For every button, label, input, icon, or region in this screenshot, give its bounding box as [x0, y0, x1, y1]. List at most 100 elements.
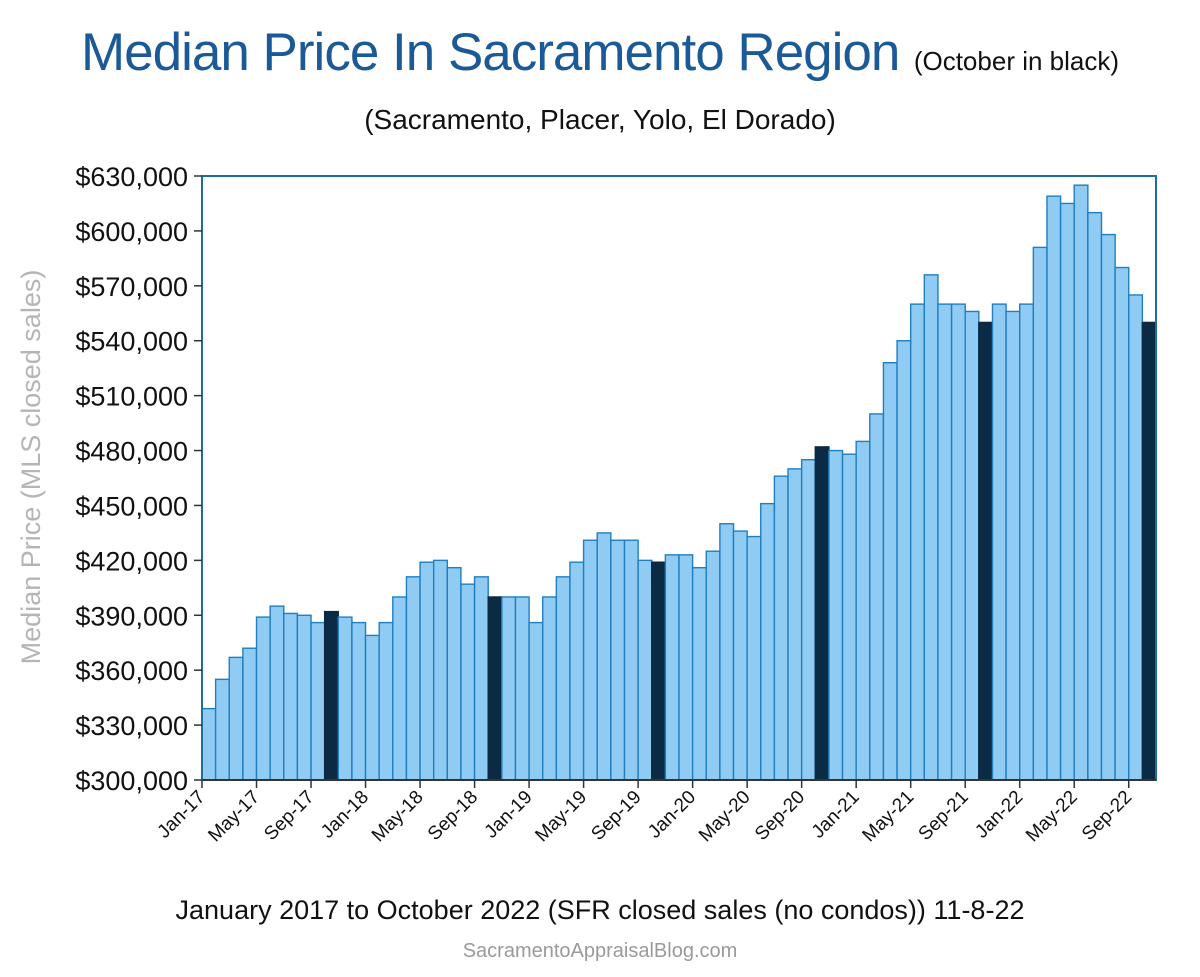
bar-october: [978, 321, 994, 781]
bar: [746, 535, 762, 781]
bars-group: [201, 184, 1157, 781]
bar: [896, 340, 912, 781]
bar: [269, 605, 285, 781]
source-credit: SacramentoAppraisalBlog.com: [462, 940, 738, 962]
bar: [419, 561, 435, 781]
y-tick-label: $630,000: [75, 162, 188, 192]
bar: [569, 561, 585, 781]
bar: [1100, 233, 1116, 781]
x-axis-ticks: Jan-17May-17Sep-17Jan-18May-18Sep-18Jan-…: [154, 780, 1136, 847]
x-tick-label: May-20: [695, 787, 755, 847]
bar: [582, 539, 598, 781]
title-note: (October in black): [913, 46, 1120, 76]
x-tick-label: Jan-18: [317, 787, 373, 843]
bar: [201, 707, 217, 781]
bar: [514, 596, 530, 781]
y-tick-label: $450,000: [75, 491, 188, 521]
bar: [1019, 303, 1035, 781]
bar-october: [323, 610, 339, 781]
bar-october: [651, 561, 667, 781]
bar: [623, 539, 639, 781]
bar: [1114, 266, 1130, 781]
x-tick-label: Jan-19: [481, 787, 537, 843]
y-tick-label: $390,000: [75, 601, 188, 631]
x-tick-label: Sep-20: [751, 787, 809, 845]
bar: [991, 303, 1007, 781]
bar: [964, 310, 980, 781]
bar: [855, 440, 871, 781]
bar: [242, 647, 258, 781]
chart-subtitle: (Sacramento, Placer, Yolo, El Dorado): [364, 104, 836, 135]
bar: [882, 361, 898, 781]
bar-october: [814, 446, 830, 781]
bar: [283, 612, 299, 781]
bar-october: [1141, 321, 1157, 781]
bar: [773, 475, 789, 781]
bar: [1005, 310, 1021, 781]
x-tick-label: May-18: [368, 787, 428, 847]
bar: [432, 559, 449, 781]
bar: [869, 413, 885, 781]
x-axis-caption: January 2017 to October 2022 (SFR closed…: [175, 895, 1025, 925]
x-tick-label: Sep-22: [1078, 787, 1136, 845]
bar: [1073, 184, 1089, 781]
y-tick-label: $300,000: [75, 766, 188, 796]
title-row: Median Price In Sacramento Region (Octob…: [0, 22, 1200, 83]
bar: [664, 554, 680, 781]
y-tick-label: $330,000: [75, 711, 188, 741]
x-tick-label: May-17: [204, 787, 264, 847]
bar: [296, 614, 312, 781]
bar: [351, 621, 367, 781]
bar: [719, 523, 735, 781]
bar: [760, 502, 776, 781]
bar: [841, 453, 857, 781]
bar: [214, 678, 230, 781]
chart-title: Median Price In Sacramento Region: [80, 23, 900, 82]
x-tick-label: May-21: [859, 787, 919, 847]
x-tick-label: May-22: [1022, 787, 1082, 847]
bar-october: [487, 596, 503, 781]
x-tick-label: Jan-21: [808, 787, 864, 843]
x-tick-label: Sep-18: [424, 787, 482, 845]
bar: [610, 539, 626, 781]
bar: [1046, 195, 1062, 781]
x-tick-label: Sep-19: [587, 787, 645, 845]
x-tick-label: May-19: [531, 787, 591, 847]
bar: [909, 303, 926, 781]
bar: [542, 596, 558, 781]
bar: [1128, 294, 1144, 781]
y-tick-label: $510,000: [75, 382, 188, 412]
bar: [950, 303, 966, 781]
y-axis-ticks: $300,000 $330,000 $360,000 $390,000 $420,000…: [75, 162, 202, 796]
bar: [228, 656, 244, 781]
bar: [392, 596, 408, 781]
bar: [800, 459, 816, 781]
bar: [310, 621, 326, 781]
x-tick-label: Jan-20: [644, 787, 700, 843]
bar: [828, 449, 844, 781]
bar: [528, 621, 544, 781]
y-tick-label: $420,000: [75, 546, 188, 576]
bar: [1032, 246, 1048, 781]
bar: [637, 559, 653, 781]
x-tick-label: Jan-22: [971, 787, 1027, 843]
bar: [405, 576, 421, 781]
bar: [937, 303, 953, 781]
y-axis-label: Median Price (MLS closed sales): [16, 270, 46, 665]
y-tick-label: $570,000: [75, 272, 188, 302]
bar: [378, 621, 394, 781]
x-tick-label: Sep-17: [260, 787, 318, 845]
y-tick-label: $600,000: [75, 217, 188, 247]
bar: [501, 596, 517, 781]
bar: [255, 616, 271, 781]
y-tick-label: $540,000: [75, 327, 188, 357]
bar: [337, 616, 353, 781]
bar: [596, 532, 612, 781]
bar: [678, 554, 694, 781]
bar: [364, 634, 380, 781]
x-tick-label: Sep-21: [915, 787, 973, 845]
bar: [460, 583, 476, 781]
bar: [691, 566, 707, 781]
y-tick-label: $480,000: [75, 437, 188, 467]
